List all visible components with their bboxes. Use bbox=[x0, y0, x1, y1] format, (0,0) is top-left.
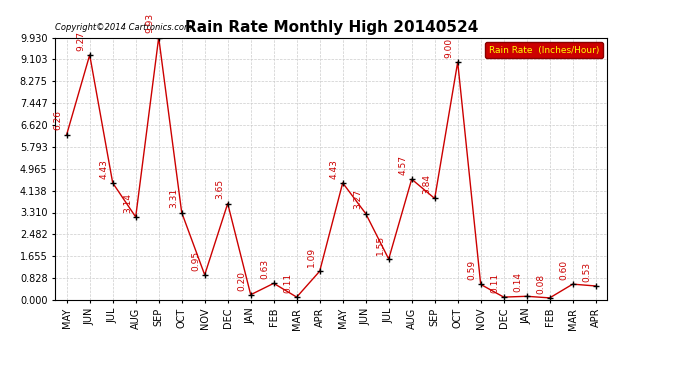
Text: 1.09: 1.09 bbox=[307, 247, 316, 267]
Text: 4.43: 4.43 bbox=[100, 159, 109, 179]
Text: 0.95: 0.95 bbox=[192, 251, 201, 271]
Text: 0.11: 0.11 bbox=[491, 273, 500, 293]
Text: 4.57: 4.57 bbox=[399, 155, 408, 175]
Title: Rain Rate Monthly High 20140524: Rain Rate Monthly High 20140524 bbox=[184, 20, 478, 35]
Text: 0.11: 0.11 bbox=[284, 273, 293, 293]
Text: 0.08: 0.08 bbox=[537, 274, 546, 294]
Text: 1.55: 1.55 bbox=[376, 235, 385, 255]
Text: 0.63: 0.63 bbox=[261, 259, 270, 279]
Text: 0.59: 0.59 bbox=[468, 260, 477, 280]
Text: Copyright©2014 Cartronics.com: Copyright©2014 Cartronics.com bbox=[55, 23, 193, 32]
Text: 3.84: 3.84 bbox=[422, 174, 431, 194]
Text: 3.65: 3.65 bbox=[215, 179, 224, 200]
Text: 0.20: 0.20 bbox=[238, 270, 247, 291]
Text: 6.26: 6.26 bbox=[54, 110, 63, 130]
Text: 0.14: 0.14 bbox=[514, 272, 523, 292]
Text: 9.27: 9.27 bbox=[77, 31, 86, 51]
Text: 0.53: 0.53 bbox=[583, 262, 592, 282]
Text: 9.93: 9.93 bbox=[146, 13, 155, 33]
Text: 9.00: 9.00 bbox=[445, 38, 454, 58]
Text: 3.31: 3.31 bbox=[169, 188, 178, 209]
Text: 3.27: 3.27 bbox=[353, 189, 362, 209]
Text: 4.43: 4.43 bbox=[330, 159, 339, 179]
Text: 0.60: 0.60 bbox=[560, 260, 569, 280]
Text: 3.14: 3.14 bbox=[123, 193, 132, 213]
Legend: Rain Rate  (Inches/Hour): Rain Rate (Inches/Hour) bbox=[485, 42, 602, 58]
